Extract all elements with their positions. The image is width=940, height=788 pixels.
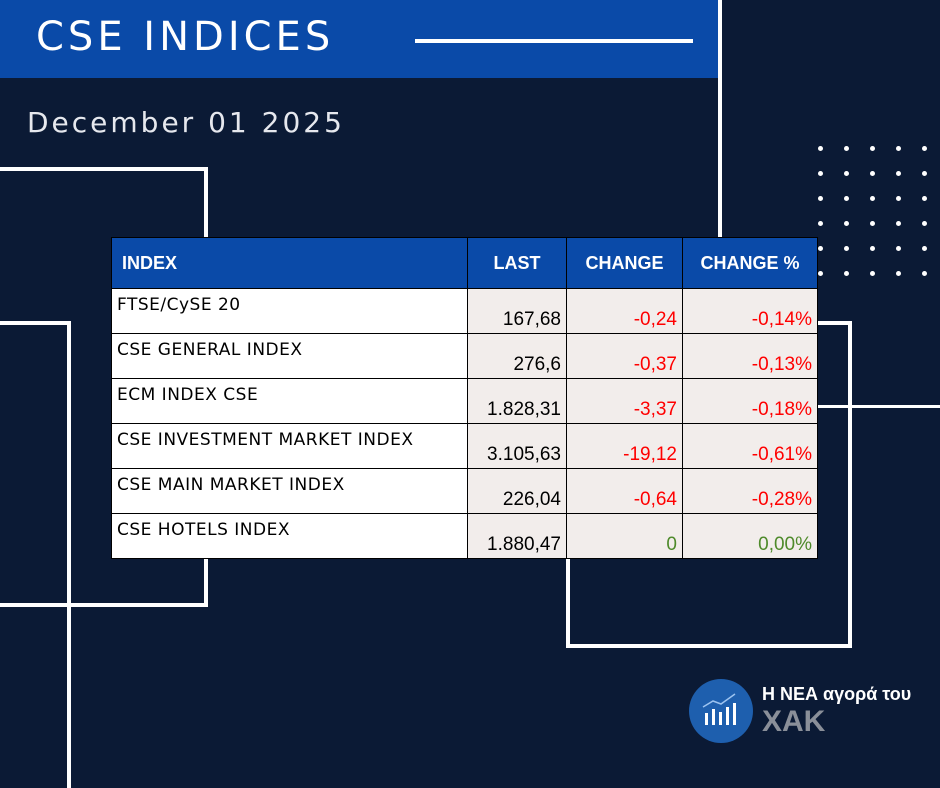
col-header-last: LAST <box>467 237 567 289</box>
logo-text-xak: ΧΑΚ <box>762 705 826 738</box>
dot <box>844 171 849 176</box>
dot <box>844 271 849 276</box>
dot <box>844 146 849 151</box>
decor-line <box>0 167 208 171</box>
title-underline <box>415 39 693 43</box>
decor-line <box>67 321 71 788</box>
dot <box>818 271 823 276</box>
dot <box>844 246 849 251</box>
decor-line <box>0 321 71 325</box>
dot <box>870 221 875 226</box>
last-value: 3.105,63 <box>467 423 567 469</box>
last-value: 276,6 <box>467 333 567 379</box>
index-name: CSE MAIN MARKET INDEX <box>111 468 468 514</box>
dot <box>896 196 901 201</box>
dot <box>870 146 875 151</box>
table-row: CSE HOTELS INDEX 1.880,47 0 0,00% <box>111 513 818 559</box>
index-name: ECM INDEX CSE <box>111 378 468 424</box>
change-pct-value: -0,18% <box>682 378 818 424</box>
table-row: CSE GENERAL INDEX 276,6 -0,37 -0,13% <box>111 333 818 379</box>
decor-line <box>718 0 722 240</box>
last-value: 167,68 <box>467 288 567 334</box>
dot <box>922 146 927 151</box>
dot <box>922 171 927 176</box>
change-value: -19,12 <box>566 423 683 469</box>
change-pct-value: -0,28% <box>682 468 818 514</box>
dot <box>896 271 901 276</box>
dot <box>896 221 901 226</box>
table-row: CSE INVESTMENT MARKET INDEX 3.105,63 -19… <box>111 423 818 469</box>
dot <box>896 171 901 176</box>
change-pct-value: -0,13% <box>682 333 818 379</box>
dot <box>870 196 875 201</box>
table-row: ECM INDEX CSE 1.828,31 -3,37 -0,18% <box>111 378 818 424</box>
logo-text: Η ΝΕΑ αγορά του <box>762 684 912 704</box>
dot <box>896 246 901 251</box>
change-value: -3,37 <box>566 378 683 424</box>
dot <box>922 271 927 276</box>
dot <box>922 196 927 201</box>
change-value: -0,37 <box>566 333 683 379</box>
col-header-change-pct: CHANGE % <box>682 237 818 289</box>
change-pct-value: -0,14% <box>682 288 818 334</box>
col-header-index: INDEX <box>111 237 468 289</box>
dot <box>870 246 875 251</box>
last-value: 226,04 <box>467 468 567 514</box>
page-title: CSE INDICES <box>36 14 335 60</box>
dot <box>818 146 823 151</box>
decor-line <box>848 321 852 648</box>
change-pct-value: 0,00% <box>682 513 818 559</box>
dot <box>870 271 875 276</box>
decor-line <box>818 405 940 408</box>
date-label: December 01 2025 <box>27 106 345 139</box>
dot <box>844 221 849 226</box>
change-value: -0,24 <box>566 288 683 334</box>
change-value: 0 <box>566 513 683 559</box>
decor-line <box>566 644 852 648</box>
dot <box>818 221 823 226</box>
dot <box>922 246 927 251</box>
table-row: FTSE/CySE 20 167,68 -0,24 -0,14% <box>111 288 818 334</box>
dot <box>818 196 823 201</box>
dot <box>818 171 823 176</box>
index-name: FTSE/CySE 20 <box>111 288 468 334</box>
indices-table: INDEX LAST CHANGE CHANGE % FTSE/CySE 20 … <box>111 237 818 559</box>
col-header-change: CHANGE <box>566 237 683 289</box>
dot <box>922 221 927 226</box>
dot-grid <box>818 146 940 296</box>
table-row: CSE MAIN MARKET INDEX 226,04 -0,64 -0,28… <box>111 468 818 514</box>
index-name: CSE GENERAL INDEX <box>111 333 468 379</box>
index-name: CSE INVESTMENT MARKET INDEX <box>111 423 468 469</box>
last-value: 1.880,47 <box>467 513 567 559</box>
decor-line <box>0 603 208 607</box>
last-value: 1.828,31 <box>467 378 567 424</box>
change-pct-value: -0,61% <box>682 423 818 469</box>
dot <box>870 171 875 176</box>
dot <box>818 246 823 251</box>
logo-chart-icon <box>689 679 753 743</box>
dot <box>844 196 849 201</box>
index-name: CSE HOTELS INDEX <box>111 513 468 559</box>
dot <box>896 146 901 151</box>
change-value: -0,64 <box>566 468 683 514</box>
